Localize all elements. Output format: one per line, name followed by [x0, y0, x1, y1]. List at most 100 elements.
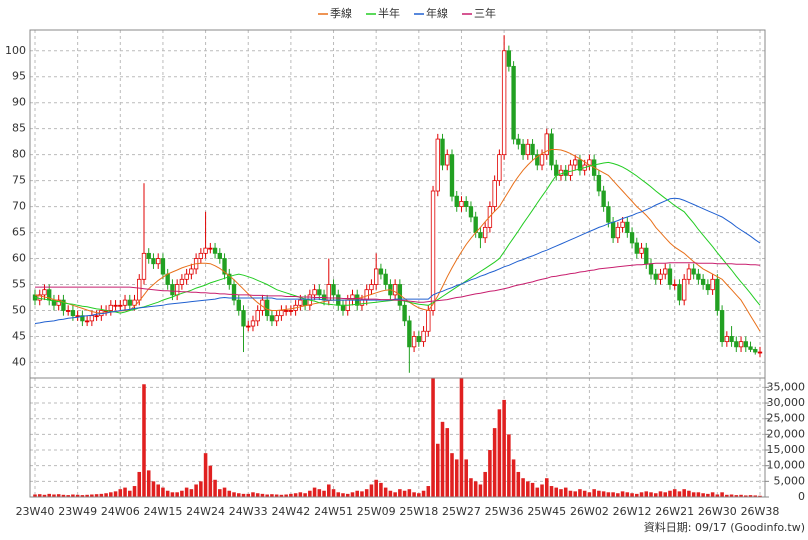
- volume-bar: [113, 491, 118, 497]
- volume-bar: [473, 481, 478, 497]
- candle-body: [359, 299, 365, 306]
- volume-bar: [753, 495, 758, 497]
- volume-bar: [535, 487, 540, 497]
- volume-bar: [331, 489, 336, 497]
- volume-bar: [208, 465, 213, 497]
- x-tick-label: 26W12: [613, 505, 652, 518]
- volume-bar: [246, 493, 251, 497]
- volume-bar: [99, 493, 104, 497]
- volume-bar: [748, 495, 753, 497]
- volume-bar: [663, 492, 668, 497]
- candle-body: [620, 221, 625, 228]
- candle-body: [573, 159, 578, 166]
- candle-body: [535, 154, 540, 166]
- candle-body: [89, 315, 95, 322]
- candle-body: [596, 175, 602, 192]
- volume-bar: [672, 489, 677, 497]
- candle-body: [141, 252, 147, 280]
- volume-bar: [431, 378, 435, 497]
- volume-bar: [194, 484, 198, 497]
- volume-bar: [265, 494, 269, 497]
- candle-body: [61, 299, 66, 311]
- candle-body: [274, 315, 279, 322]
- volume-bar: [729, 494, 734, 497]
- volume-bar: [407, 489, 412, 497]
- volume-bar: [478, 484, 483, 497]
- x-tick-label: 26W21: [655, 505, 694, 518]
- volume-bar: [573, 491, 577, 497]
- candle-body: [122, 299, 128, 306]
- volume-bar: [578, 489, 582, 497]
- candle-body: [170, 284, 175, 296]
- candle-body: [738, 341, 744, 348]
- candle-body: [497, 154, 502, 182]
- volume-bar: [184, 487, 189, 497]
- candle-body: [454, 195, 459, 207]
- candle-body: [75, 315, 80, 318]
- candle-body: [156, 258, 161, 265]
- volume-bar: [132, 486, 137, 497]
- x-tick-label: 25W18: [399, 505, 438, 518]
- y-tick-label: 70: [12, 200, 26, 213]
- candle-body: [473, 216, 478, 233]
- candle-body: [302, 299, 308, 306]
- volume-bar: [80, 495, 85, 497]
- candle-body: [445, 154, 450, 166]
- candle-body: [544, 133, 549, 156]
- volume-bar: [436, 443, 440, 497]
- volume-bar: [284, 494, 288, 497]
- volume-bar: [165, 490, 170, 497]
- candle-body: [241, 310, 246, 327]
- volume-bar: [450, 453, 454, 497]
- candle-body: [724, 336, 730, 343]
- candle-body: [137, 278, 142, 301]
- candle-body: [449, 154, 455, 197]
- volume-bar: [52, 494, 56, 497]
- volume-bar: [189, 489, 194, 497]
- volume-bar: [298, 492, 303, 497]
- candle-body: [364, 289, 369, 301]
- x-tick-label: 24W15: [144, 505, 183, 518]
- volume-bar: [241, 493, 246, 497]
- candle-body: [407, 320, 412, 348]
- volume-bar: [758, 495, 762, 497]
- volume-bar: [459, 378, 464, 497]
- volume-bar: [715, 494, 720, 497]
- candle-body: [421, 330, 426, 343]
- volume-bar: [374, 479, 378, 497]
- candle-body: [506, 50, 512, 67]
- candle-body: [189, 268, 194, 275]
- volume-bar: [61, 494, 66, 497]
- volume-bar: [161, 487, 165, 497]
- x-tick-label: 23W40: [16, 505, 55, 518]
- volume-bar: [66, 495, 70, 497]
- candle-body: [80, 315, 85, 322]
- volume-bar: [383, 487, 388, 497]
- candle-body: [279, 310, 284, 317]
- candle-body: [378, 268, 384, 275]
- mark-layer: [32, 35, 763, 497]
- volume-bar: [47, 493, 51, 497]
- candle-body: [658, 273, 663, 280]
- volume-bar: [497, 409, 502, 497]
- candle-body: [212, 247, 218, 254]
- volume-bar: [488, 450, 492, 497]
- volume-tick-label: 0: [798, 490, 805, 503]
- volume-bar: [360, 491, 364, 497]
- volume-bar: [630, 493, 634, 497]
- candle-body: [373, 268, 379, 285]
- legend-label: 季線: [330, 6, 352, 20]
- candle-body: [288, 310, 294, 312]
- volume-bar: [606, 492, 611, 497]
- volume-bar: [445, 428, 450, 497]
- candle-body: [615, 226, 621, 239]
- volume-bar: [417, 493, 421, 497]
- y-tick-label: 90: [12, 96, 26, 109]
- candle-body: [648, 263, 654, 275]
- volume-bar: [544, 478, 549, 497]
- volume-bar: [312, 487, 317, 497]
- candle-body: [151, 258, 156, 265]
- y-tick-label: 95: [12, 70, 26, 83]
- candle-body: [667, 268, 673, 285]
- candle-body: [700, 278, 706, 285]
